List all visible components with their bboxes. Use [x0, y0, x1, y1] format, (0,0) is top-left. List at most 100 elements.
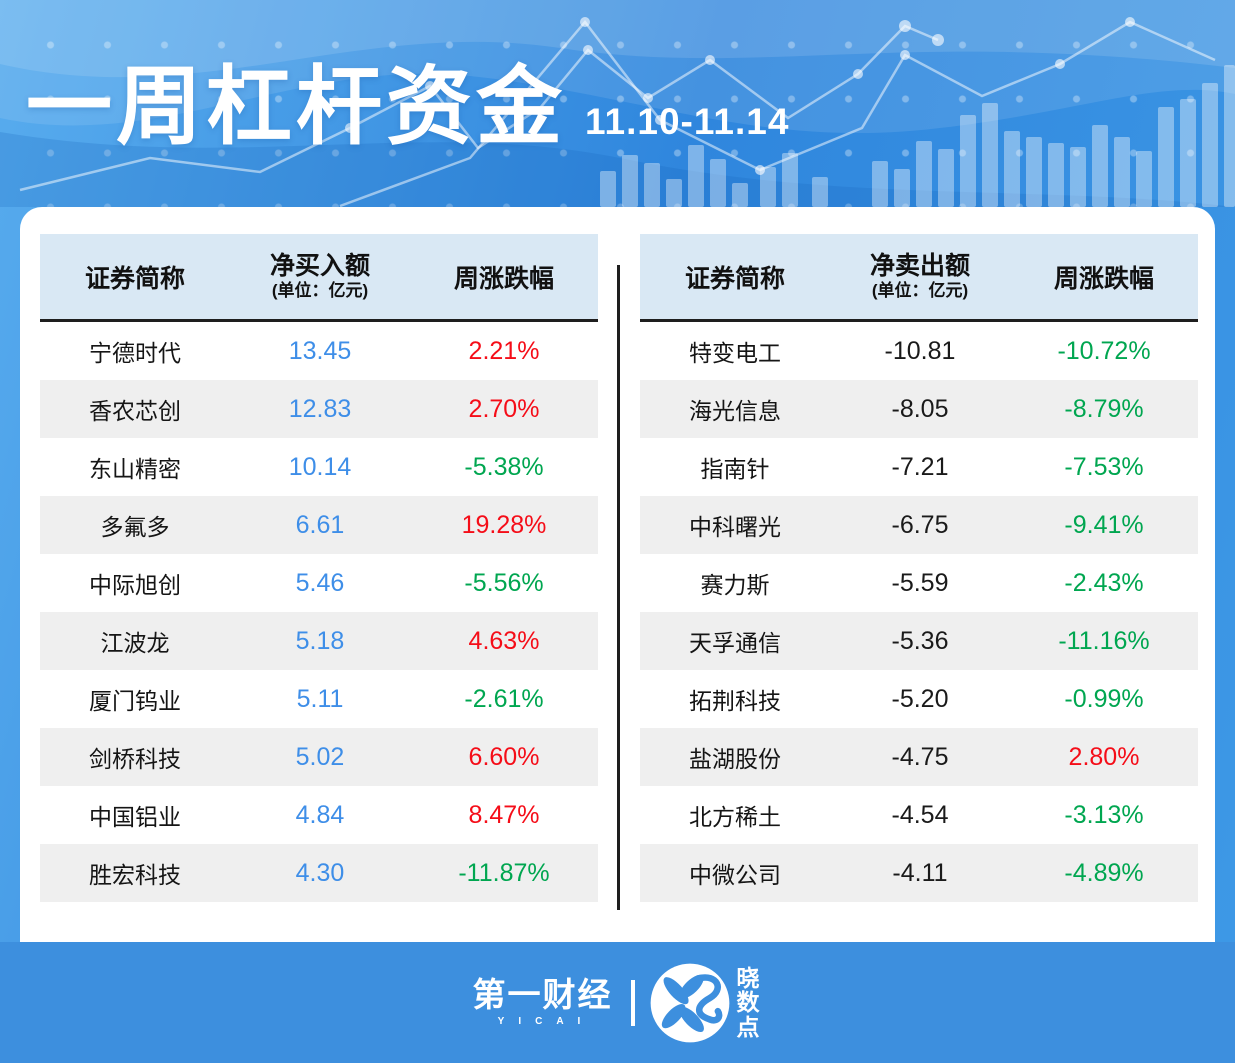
amount-value: 4.84 — [295, 800, 345, 829]
table-row: 宁德时代 13.45 2.21% — [40, 322, 598, 380]
amount-value: -5.36 — [891, 626, 949, 655]
column-header-security-name: 证券简称 — [684, 264, 785, 293]
amount-value: -4.11 — [892, 858, 948, 887]
amount-value: 12.83 — [288, 394, 352, 423]
security-name: 赛力斯 — [700, 572, 770, 598]
weekly-change-value: 2.80% — [1068, 742, 1140, 771]
weekly-change-value: 2.21% — [468, 336, 540, 365]
weekly-change-value: -11.87% — [458, 858, 550, 887]
dot-grid-pattern — [0, 0, 1235, 207]
amount-value: 5.02 — [295, 742, 345, 771]
amount-value: 10.14 — [288, 452, 352, 481]
security-name: 特变电工 — [689, 340, 781, 366]
weekly-change-value: -5.56% — [464, 568, 544, 597]
amount-value: 5.11 — [296, 684, 344, 713]
net-buy-table: 证券简称 净买入额 (单位：亿元) 周涨跌幅 宁德时代 13.45 2.21% 香农芯创 12.… — [40, 234, 598, 902]
column-header-amount-unit: (单位：亿元) — [271, 281, 369, 301]
security-name: 宁德时代 — [89, 340, 181, 366]
weekly-change-value: 2.70% — [468, 394, 540, 423]
amount-value: -10.81 — [884, 336, 956, 365]
xiaoshudian-label: 晓数点 — [736, 965, 760, 1040]
page-title: 一周杠杆资金 — [26, 59, 566, 155]
table-row: 指南针 -7.21 -7.53% — [640, 438, 1198, 496]
table-row: 江波龙 5.18 4.63% — [40, 612, 598, 670]
column-header-amount-title: 净买入额 — [269, 251, 370, 280]
table-row: 天孚通信 -5.36 -11.16% — [640, 612, 1198, 670]
table-header-row: 证券简称 净买入额 (单位：亿元) 周涨跌幅 — [40, 234, 598, 322]
column-header-weekly-change: 周涨跌幅 — [1053, 264, 1154, 293]
table-row: 多氟多 6.61 19.28% — [40, 496, 598, 554]
column-header-amount: 净买入额 (单位：亿元) — [230, 253, 410, 300]
security-name: 胜宏科技 — [89, 862, 181, 888]
security-name: 拓荆科技 — [689, 688, 781, 714]
weekly-change-value: -10.72% — [1057, 336, 1151, 365]
amount-value: -6.75 — [891, 510, 949, 539]
column-header-amount-title: 净卖出额 — [869, 251, 970, 280]
yicai-logo-subtext: YICAI — [497, 1016, 595, 1027]
footer: 第一财经 YICAI 晓数点 — [0, 942, 1235, 1063]
amount-value: 13.45 — [288, 336, 352, 365]
amount-value: 6.61 — [295, 510, 345, 539]
weekly-change-value: -3.13% — [1064, 800, 1144, 829]
amount-value: 5.18 — [295, 626, 345, 655]
security-name: 多氟多 — [100, 514, 170, 540]
security-name: 中微公司 — [689, 862, 781, 888]
security-name: 东山精密 — [89, 456, 181, 482]
weekly-change-value: -2.43% — [1064, 568, 1144, 597]
security-name: 天孚通信 — [689, 630, 781, 656]
security-name: 北方稀土 — [689, 804, 781, 830]
security-name: 厦门钨业 — [89, 688, 181, 714]
weekly-change-value: 6.60% — [468, 742, 540, 771]
table-row: 特变电工 -10.81 -10.72% — [640, 322, 1198, 380]
amount-value: -8.05 — [891, 394, 949, 423]
table-row: 中科曙光 -6.75 -9.41% — [640, 496, 1198, 554]
weekly-change-value: 19.28% — [461, 510, 547, 539]
amount-value: -5.20 — [891, 684, 949, 713]
weekly-change-value: 8.47% — [468, 800, 540, 829]
table-divider — [617, 265, 620, 910]
table-row: 胜宏科技 4.30 -11.87% — [40, 844, 598, 902]
bar-chart-decoration — [600, 65, 1235, 207]
table-row: 东山精密 10.14 -5.38% — [40, 438, 598, 496]
content-panel: 证券简称 净买入额 (单位：亿元) 周涨跌幅 宁德时代 13.45 2.21% 香农芯创 12.… — [20, 207, 1215, 942]
footer-divider — [630, 979, 635, 1026]
table-row: 北方稀土 -4.54 -3.13% — [640, 786, 1198, 844]
table-row: 香农芯创 12.83 2.70% — [40, 380, 598, 438]
amount-value: -5.59 — [891, 568, 949, 597]
xiaoshudian-logo-icon — [650, 963, 729, 1042]
net-sell-table: 证券简称 净卖出额 (单位：亿元) 周涨跌幅特变电工 -10.81 -10.72% 海光信息… — [640, 234, 1198, 902]
weekly-change-value: -2.61% — [464, 684, 544, 713]
header: 一周杠杆资金 11.10-11.14 — [0, 0, 1235, 207]
table-row: 盐湖股份 -4.75 2.80% — [640, 728, 1198, 786]
security-name: 香农芯创 — [89, 398, 181, 424]
line-chart-decoration — [19, 20, 1216, 207]
table-row: 中微公司 -4.11 -4.89% — [640, 844, 1198, 902]
table-row: 剑桥科技 5.02 6.60% — [40, 728, 598, 786]
yicai-logo-text: 第一财经 — [472, 976, 613, 1013]
header-decoration — [0, 0, 1235, 207]
date-range: 11.10-11.14 — [585, 101, 790, 142]
column-header-amount: 净卖出额 (单位：亿元) — [830, 253, 1010, 300]
security-name: 指南针 — [700, 456, 770, 482]
line-chart-dots — [345, 17, 1135, 175]
table-row: 中际旭创 5.46 -5.56% — [40, 554, 598, 612]
weekly-change-value: -4.89% — [1064, 858, 1144, 887]
table-row: 海光信息 -8.05 -8.79% — [640, 380, 1198, 438]
weekly-change-value: -0.99% — [1064, 684, 1144, 713]
column-header-weekly-change: 周涨跌幅 — [453, 264, 554, 293]
weekly-change-value: -11.16% — [1058, 626, 1150, 655]
amount-value: -4.75 — [891, 742, 949, 771]
security-name: 中际旭创 — [89, 572, 181, 598]
yicai-logo: 第一财经 YICAI — [473, 978, 613, 1027]
amount-value: 4.30 — [295, 858, 345, 887]
table-row: 中国铝业 4.84 8.47% — [40, 786, 598, 844]
security-name: 盐湖股份 — [689, 746, 781, 772]
weekly-change-value: 4.63% — [468, 626, 540, 655]
weekly-change-value: -9.41% — [1064, 510, 1144, 539]
security-name: 海光信息 — [689, 398, 781, 424]
column-header-amount-unit: (单位：亿元) — [871, 281, 969, 301]
weekly-change-value: -5.38% — [464, 452, 544, 481]
table-row: 厦门钨业 5.11 -2.61% — [40, 670, 598, 728]
amount-value: -4.54 — [891, 800, 949, 829]
amount-value: -7.21 — [891, 452, 949, 481]
